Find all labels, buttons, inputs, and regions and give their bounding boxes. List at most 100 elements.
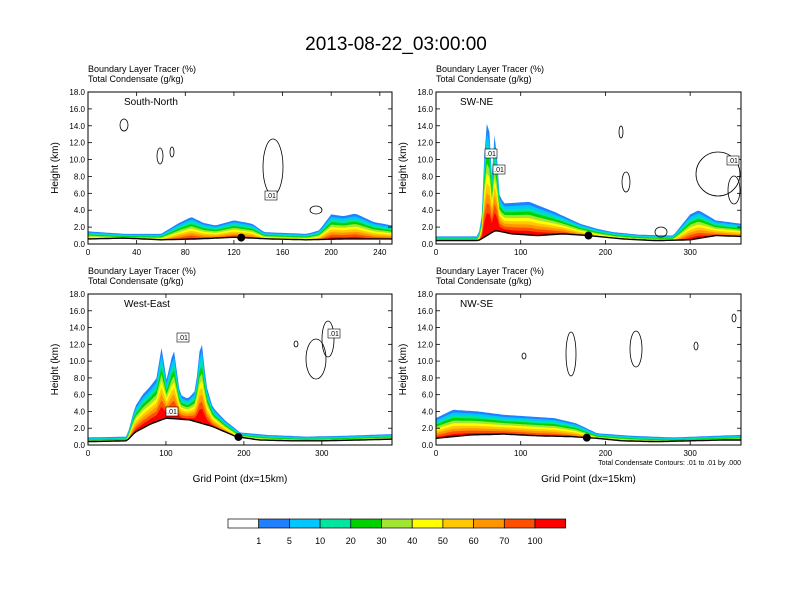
colorbar-swatch — [289, 518, 321, 529]
y-axis-label: Height (km) — [398, 344, 409, 396]
x-tick-label: 0 — [86, 449, 91, 458]
panel-header-line: Boundary Layer Tracer (%) — [88, 266, 196, 276]
y-tick-label: 2.0 — [422, 223, 434, 232]
y-tick-label: 14.0 — [69, 122, 85, 131]
contour-label: .01 — [167, 409, 177, 416]
y-tick-label: 12.0 — [417, 139, 433, 148]
condensate-contour — [321, 320, 335, 358]
condensate-contour — [731, 313, 737, 323]
colorbar-label: 10 — [315, 536, 325, 546]
plot-area — [88, 320, 392, 445]
condensate-contour — [621, 171, 631, 193]
y-tick-label: 16.0 — [69, 307, 85, 316]
y-tick-label: 0.0 — [422, 441, 434, 450]
y-axis-label: Height (km) — [50, 344, 61, 396]
x-tick-label: 300 — [315, 449, 329, 458]
colorbar-label: 20 — [346, 536, 356, 546]
y-tick-label: 2.0 — [422, 424, 434, 433]
condensate-contour — [629, 330, 643, 368]
y-tick-label: 14.0 — [417, 324, 433, 333]
panel-nw-se: Boundary Layer Tracer (%)Total Condensat… — [398, 266, 742, 485]
y-tick-label: 4.0 — [74, 407, 86, 416]
x-tick-label: 0 — [86, 248, 91, 257]
contour-label-box — [176, 332, 190, 343]
x-tick-label: 200 — [325, 248, 339, 257]
colorbar-swatch — [227, 518, 260, 529]
condensate-contour — [693, 341, 699, 351]
terrain-fill — [88, 418, 392, 445]
figure-title: 2013-08-22_03:00:00 — [305, 34, 487, 55]
x-axis-label: Grid Point (dx=15km) — [193, 474, 288, 485]
contour-label-box — [264, 190, 278, 201]
y-tick-label: 18.0 — [69, 290, 85, 299]
y-tick-label: 6.0 — [422, 189, 434, 198]
colorbar-swatch — [473, 518, 505, 529]
condensate-contour — [156, 147, 164, 165]
x-tick-label: 80 — [181, 248, 190, 257]
x-tick-label: 240 — [373, 248, 387, 257]
y-tick-label: 0.0 — [74, 441, 86, 450]
panel-label: NW-SE — [460, 299, 493, 310]
plot-area — [436, 313, 741, 445]
colorbar-swatch — [534, 518, 567, 529]
y-tick-label: 2.0 — [74, 223, 86, 232]
contour-label-box — [726, 155, 740, 166]
y-tick-label: 10.0 — [417, 156, 433, 165]
colorbar-swatch — [442, 518, 474, 529]
colorbar-label: 1 — [256, 536, 261, 546]
y-tick-label: 4.0 — [422, 407, 434, 416]
y-tick-label: 18.0 — [417, 290, 433, 299]
condensate-contour — [618, 125, 624, 139]
colorbar-label: 60 — [469, 536, 479, 546]
x-tick-label: 0 — [434, 449, 439, 458]
condensate-contour — [262, 138, 284, 196]
y-tick-label: 4.0 — [74, 206, 86, 215]
y-tick-label: 6.0 — [74, 391, 86, 400]
panel-label: West-East — [124, 299, 170, 310]
y-tick-label: 10.0 — [69, 156, 85, 165]
colorbar-swatch — [258, 518, 290, 529]
y-tick-label: 0.0 — [74, 240, 86, 249]
location-marker — [584, 231, 593, 240]
x-tick-label: 300 — [683, 248, 697, 257]
x-axis-label: Grid Point (dx=15km) — [541, 474, 636, 485]
colorbar-label: 50 — [438, 536, 448, 546]
x-tick-label: 200 — [599, 449, 613, 458]
panel-header-line: Total Condensate (g/kg) — [436, 276, 532, 286]
y-tick-label: 6.0 — [74, 189, 86, 198]
y-tick-label: 2.0 — [74, 424, 86, 433]
contour-label-box — [165, 406, 179, 417]
colorbar-label: 70 — [499, 536, 509, 546]
colorbar-label: 5 — [287, 536, 292, 546]
panel-header-line: Total Condensate (g/kg) — [88, 74, 184, 84]
y-tick-label: 12.0 — [69, 340, 85, 349]
y-tick-label: 8.0 — [422, 374, 434, 383]
y-tick-label: 8.0 — [422, 172, 434, 181]
x-tick-label: 200 — [237, 449, 251, 458]
panel-west-east: Boundary Layer Tracer (%)Total Condensat… — [50, 266, 393, 485]
condensate-contour — [305, 338, 327, 380]
panel-label: South-North — [124, 97, 178, 108]
colorbar-label: 40 — [407, 536, 417, 546]
x-tick-label: 300 — [683, 449, 697, 458]
condensate-contour — [695, 151, 741, 197]
plot-frame — [87, 293, 393, 446]
x-tick-label: 120 — [227, 248, 241, 257]
y-tick-label: 12.0 — [417, 340, 433, 349]
location-marker — [237, 233, 246, 242]
location-marker — [582, 433, 591, 442]
plot-frame — [435, 293, 742, 446]
plot-area — [88, 118, 392, 244]
x-tick-label: 200 — [599, 248, 613, 257]
condensate-contour — [727, 175, 741, 205]
contour-label: .01 — [329, 331, 339, 338]
y-axis-label: Height (km) — [50, 142, 61, 194]
y-axis-label: Height (km) — [398, 142, 409, 194]
panel-header-line: Boundary Layer Tracer (%) — [88, 64, 196, 74]
contour-label-box — [484, 148, 498, 159]
x-tick-label: 100 — [159, 449, 173, 458]
plot-frame — [87, 91, 393, 245]
colorbar-swatch — [319, 518, 352, 529]
colorbar-label: 100 — [527, 536, 542, 546]
x-tick-label: 0 — [434, 248, 439, 257]
